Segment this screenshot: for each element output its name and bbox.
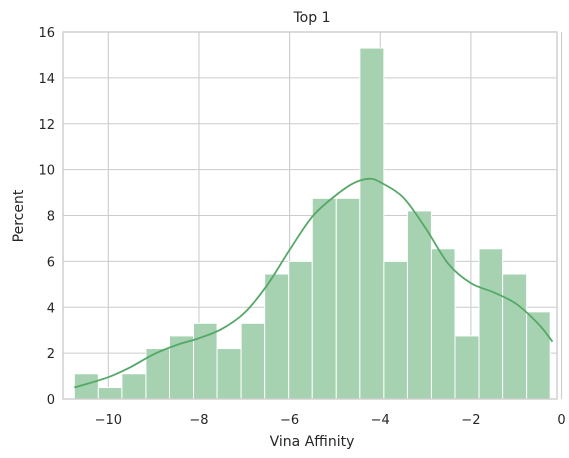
histogram-bar (502, 273, 528, 400)
x-tick-label: −2 (461, 413, 480, 428)
histogram-bar (193, 322, 218, 400)
histogram-bar (97, 387, 123, 400)
y-tick-label: 0 (47, 393, 55, 408)
y-axis-label: Percent (11, 189, 27, 242)
x-tick-label: −6 (280, 413, 299, 428)
histogram-bar (383, 260, 408, 400)
histogram-bar (454, 335, 480, 400)
histogram-bar (216, 348, 242, 400)
histogram-bar (288, 260, 313, 400)
histogram-bars (73, 47, 551, 400)
histogram-bar (478, 248, 504, 400)
histogram-bar (335, 197, 361, 400)
tick-labels: −10 −8 −6 −4 −2 0 0 2 4 6 8 10 12 14 16 (38, 26, 565, 428)
x-tick-label: −10 (95, 413, 122, 428)
y-tick-label: 6 (47, 255, 55, 270)
chart-title: Top 1 (293, 10, 331, 26)
grid-lines (63, 31, 563, 400)
kde-curve (74, 177, 554, 389)
y-tick-label: 10 (38, 164, 55, 179)
x-tick-label: −8 (189, 413, 208, 428)
y-tick-label: 2 (47, 347, 55, 362)
histogram-bar (406, 210, 432, 400)
y-tick-label: 16 (38, 26, 55, 41)
x-axis-label: Vina Affinity (270, 434, 355, 450)
histogram-bar (430, 248, 456, 400)
kde-line (74, 177, 554, 389)
y-tick-label: 8 (47, 210, 55, 225)
histogram-bar (121, 373, 147, 400)
plot-frame (62, 31, 558, 400)
y-tick-label: 12 (38, 118, 55, 133)
y-tick-label: 14 (38, 72, 55, 87)
x-tick-label: 0 (557, 413, 565, 428)
histogram-bar (359, 47, 385, 400)
histogram-bar (240, 322, 266, 400)
x-tick-label: −4 (371, 413, 390, 428)
histogram-bar (264, 273, 290, 400)
histogram-bar (169, 335, 195, 400)
plot-spines (62, 31, 558, 400)
histogram-bar (311, 197, 337, 400)
y-tick-label: 4 (47, 301, 55, 316)
